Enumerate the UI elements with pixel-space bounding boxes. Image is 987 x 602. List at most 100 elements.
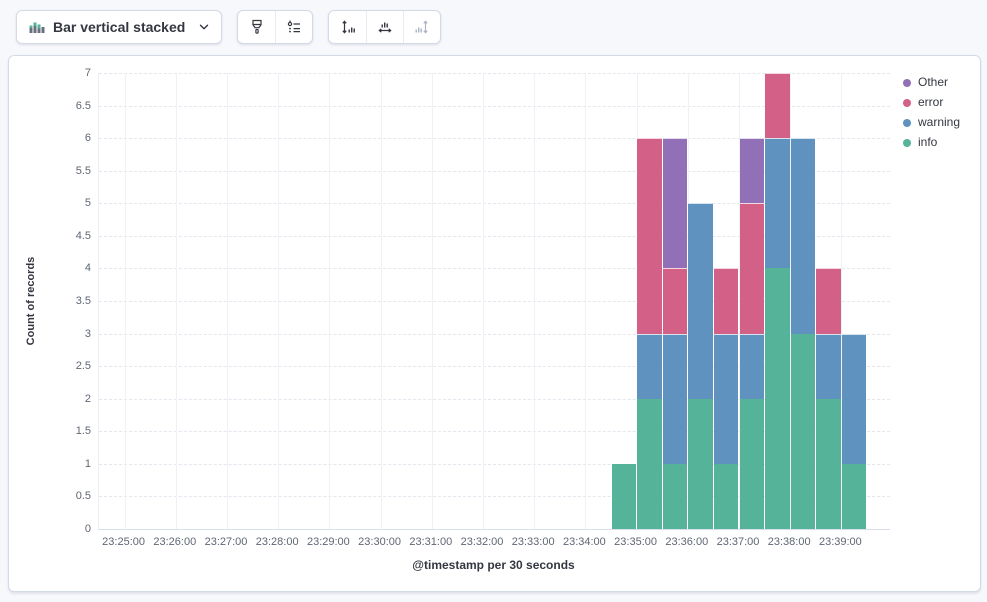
legend-item-warning[interactable]: warning: [903, 116, 960, 129]
gridline-horizontal: [99, 431, 890, 433]
bar-23:39:00[interactable]: [841, 333, 867, 529]
plot-area: [98, 73, 890, 530]
y-tick-label: 5: [84, 197, 91, 210]
gridline-vertical: [227, 73, 228, 529]
x-tick-label: 23:28:00: [255, 536, 299, 548]
axis-settings-group: [328, 10, 441, 44]
bar-segment-info[interactable]: [816, 398, 841, 529]
bar-segment-info[interactable]: [739, 398, 764, 529]
style-settings-group: [237, 10, 313, 44]
bar-segment-warning[interactable]: [816, 333, 841, 399]
bar-segment-warning[interactable]: [790, 138, 816, 334]
chart-type-dropdown[interactable]: Bar vertical stacked: [16, 10, 222, 44]
gridline-vertical: [278, 73, 280, 529]
bar-23:34:30[interactable]: [611, 463, 636, 529]
bar-segment-error[interactable]: [765, 73, 790, 139]
bar-segment-warning[interactable]: [765, 138, 790, 269]
right-axis-button[interactable]: [403, 11, 440, 43]
bar-23:35:00[interactable]: [637, 138, 662, 529]
x-tick-label: 23:32:00: [460, 536, 504, 548]
gridline-horizontal: [99, 333, 890, 335]
bar-segment-info[interactable]: [688, 398, 713, 529]
bar-segment-error[interactable]: [713, 268, 739, 334]
y-tick-label: 2.5: [75, 360, 91, 373]
x-tick-label: 23:35:00: [614, 536, 657, 548]
gridline-horizontal: [99, 235, 890, 237]
bar-23:36:30[interactable]: [713, 268, 739, 529]
bar-segment-warning[interactable]: [841, 333, 867, 464]
gridline-horizontal: [99, 398, 890, 400]
bar-segment-Other[interactable]: [662, 138, 688, 269]
gridline-vertical: [175, 73, 177, 529]
x-tick-label: 23:31:00: [409, 536, 453, 548]
bar-segment-error[interactable]: [739, 203, 764, 334]
legend-item-error[interactable]: error: [903, 96, 960, 109]
y-tick-label: 6.5: [75, 99, 91, 112]
bar-segment-Other[interactable]: [739, 138, 764, 204]
bar-segment-error[interactable]: [637, 138, 662, 334]
x-tick-label: 23:34:00: [562, 536, 606, 548]
bar-23:36:00[interactable]: [688, 203, 713, 529]
x-tick-label: 23:30:00: [358, 536, 401, 548]
bar-segment-info[interactable]: [611, 463, 636, 529]
bottom-axis-button[interactable]: [366, 11, 403, 43]
y-tick-label: 3: [84, 327, 91, 340]
gridline-vertical: [841, 73, 843, 529]
gridline-horizontal: [99, 268, 890, 270]
bar-23:35:30[interactable]: [662, 138, 688, 529]
legend-label: error: [918, 95, 944, 109]
bar-segment-error[interactable]: [662, 268, 688, 334]
bar-segment-error[interactable]: [816, 268, 841, 334]
legend-label: info: [918, 135, 938, 149]
bar-23:37:00[interactable]: [739, 138, 764, 529]
legend-color-dot: [903, 78, 911, 87]
gridline-vertical: [380, 73, 382, 529]
gridline-vertical: [585, 73, 587, 529]
bar-segment-info[interactable]: [765, 268, 790, 529]
legend-item-Other[interactable]: Other: [903, 76, 960, 89]
bar-segment-info[interactable]: [841, 463, 867, 529]
visual-options-button[interactable]: [238, 11, 275, 43]
gridline-horizontal: [99, 301, 890, 302]
bar-23:37:30[interactable]: [765, 73, 790, 529]
bar-segment-info[interactable]: [790, 333, 816, 529]
bar-segment-warning[interactable]: [637, 333, 662, 399]
bottom-axis-icon: [377, 19, 393, 35]
gridline-horizontal: [99, 203, 890, 205]
x-tick-label: 23:36:00: [665, 536, 709, 548]
legend: Other error warning info: [903, 76, 960, 149]
bar-segment-warning[interactable]: [713, 333, 739, 464]
y-tick-label: 1.5: [75, 425, 91, 438]
y-tick-label: 5.5: [75, 164, 91, 177]
y-tick-label: 0: [84, 523, 91, 535]
bar-segment-info[interactable]: [713, 463, 739, 529]
legend-settings-button[interactable]: [275, 11, 312, 43]
right-axis-icon: [414, 19, 430, 35]
left-axis-button[interactable]: [329, 11, 366, 43]
chart-toolbar: Bar vertical stacked: [16, 10, 441, 44]
gridline-horizontal: [99, 105, 890, 107]
x-tick-label: 23:37:00: [716, 536, 760, 548]
bar-segment-warning[interactable]: [739, 333, 764, 399]
x-tick-label: 23:38:00: [767, 536, 811, 548]
bar-segment-warning[interactable]: [662, 333, 688, 464]
gridline-vertical: [329, 73, 331, 529]
bar-23:38:30[interactable]: [816, 268, 841, 529]
legend-color-dot: [903, 118, 911, 127]
bar-segment-info[interactable]: [662, 463, 688, 529]
bar-23:38:00[interactable]: [790, 138, 816, 529]
bar-vertical-stacked-icon: [29, 19, 45, 35]
bar-segment-info[interactable]: [637, 398, 662, 529]
left-axis-icon: [340, 19, 356, 35]
x-tick-label: 23:25:00: [102, 536, 145, 548]
y-tick-label: 3.5: [75, 295, 91, 307]
bar-segment-warning[interactable]: [688, 203, 713, 399]
y-tick-label: 7: [84, 67, 91, 79]
legend-item-info[interactable]: info: [903, 136, 960, 149]
y-tick-label: 4: [84, 262, 91, 275]
gridline-vertical: [431, 73, 433, 529]
chart-type-label: Bar vertical stacked: [53, 19, 186, 35]
y-tick-label: 6: [84, 132, 91, 145]
chevron-down-icon: [197, 20, 211, 34]
